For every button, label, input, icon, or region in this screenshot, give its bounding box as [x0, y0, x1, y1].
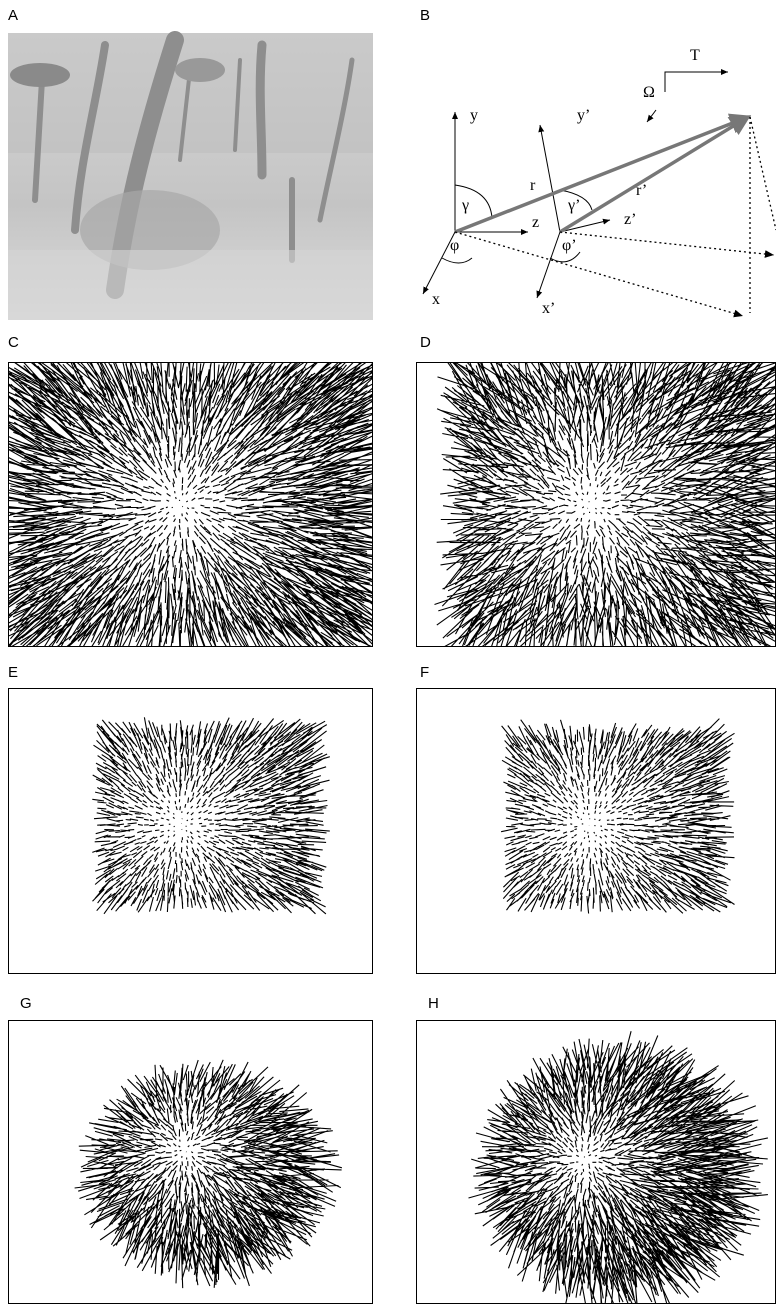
flow-field — [435, 342, 776, 665]
flow-field — [75, 1060, 342, 1288]
diagram-label: φ’ — [562, 237, 577, 254]
panel-label: E — [8, 664, 18, 681]
figure: A B C D E F G H y T — [0, 0, 776, 1304]
panel-label: C — [8, 334, 19, 351]
diagram-label: Ω — [643, 84, 655, 101]
flow-field — [501, 719, 734, 914]
diagram-label: φ — [450, 237, 459, 254]
diagram-label: γ — [461, 197, 469, 214]
diagram-label: y’ — [577, 107, 590, 124]
flow-field — [469, 1031, 768, 1304]
diagram-label: x — [432, 291, 440, 308]
panel-label: A — [8, 7, 18, 24]
diagram-label: z’ — [624, 211, 636, 228]
diagram-label: y — [470, 107, 478, 124]
panel-label: D — [420, 334, 431, 351]
flow-field — [0, 343, 397, 665]
diagram-label: z — [532, 214, 539, 231]
diagram-label: r’ — [636, 182, 647, 199]
diagram-label: γ’ — [567, 197, 580, 214]
diagram-label: r — [530, 177, 536, 194]
panel-label: G — [20, 995, 32, 1012]
diagram-label: T — [690, 47, 700, 64]
diagram-label: x’ — [542, 300, 555, 317]
flow-field — [92, 717, 330, 914]
panel-label: F — [420, 664, 429, 681]
panel-label: B — [420, 7, 430, 24]
forest-photo — [8, 33, 373, 320]
panel-label: H — [428, 995, 439, 1012]
